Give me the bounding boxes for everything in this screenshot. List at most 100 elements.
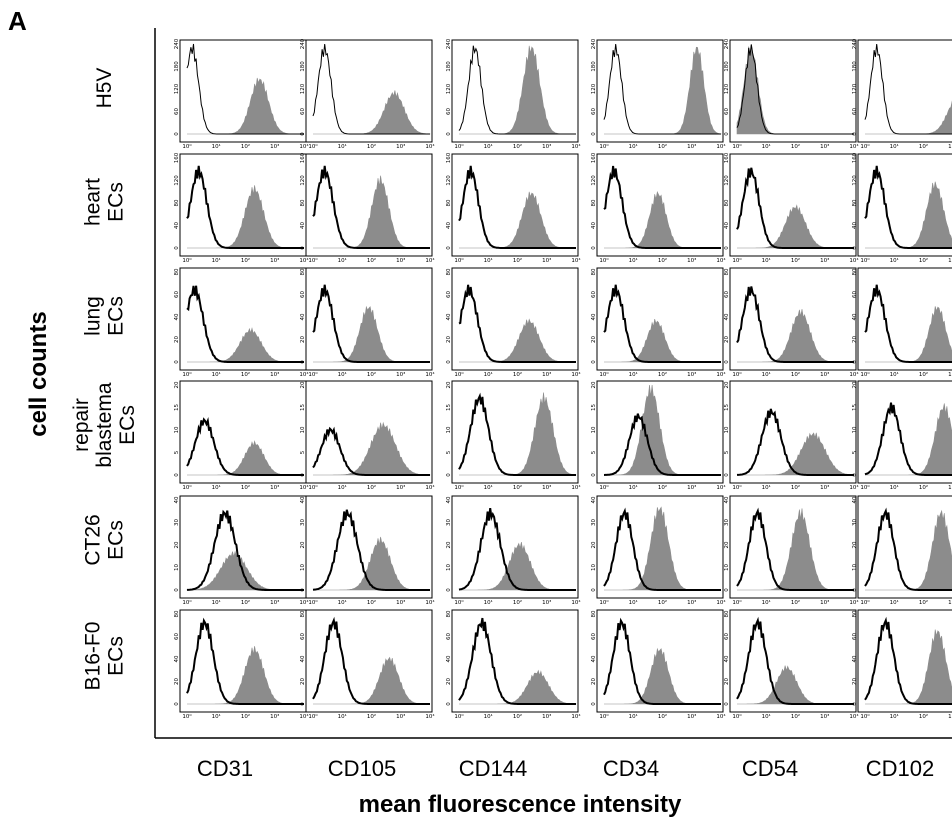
x-tick-label: 10¹	[762, 143, 771, 150]
isotype-histogram	[312, 509, 430, 591]
x-tick-label: 10²	[658, 371, 667, 378]
x-tick-label: 10⁴	[571, 484, 581, 491]
x-tick-label: 10¹	[484, 713, 493, 720]
y-tick-label: 80	[174, 610, 180, 617]
x-tick-label: 10²	[919, 143, 928, 150]
y-tick-label: 80	[852, 268, 858, 275]
y-tick-label: 40	[724, 222, 730, 229]
cell-type-label-line: ECs	[116, 405, 139, 445]
x-tick-label: 10⁰	[308, 599, 318, 606]
marker-labels: CD31 CD105 CD144 CD34 CD54 CD102	[197, 756, 934, 781]
isotype-histogram	[458, 508, 576, 591]
cell-type-label-line: B16-F0	[82, 622, 105, 691]
cell-type-label-line: lung	[82, 296, 105, 336]
cell-type-label-5: B16-F0 ECs	[82, 622, 128, 691]
y-tick-label: 20	[591, 381, 597, 388]
y-tick-label: 0	[591, 702, 597, 706]
x-tick-label: 10⁴	[571, 713, 581, 720]
stain-histogram	[865, 181, 952, 249]
y-tick-label: 40	[174, 313, 180, 320]
x-tick-label: 10³	[820, 599, 829, 606]
stain-histogram	[313, 656, 431, 705]
y-axis-title: cell counts	[25, 311, 52, 436]
histogram-panel-lung-ecs-cd54: 10⁰ 10¹ 10² 10³ 10⁴ 0 20 40 60 80	[724, 267, 859, 378]
isotype-histogram	[458, 165, 576, 249]
x-tick-label: 10³	[948, 484, 952, 491]
y-tick-label: 40	[852, 313, 858, 320]
isotype-histogram	[864, 616, 952, 705]
histogram-panel-repair-blastema-ecs-cd54: 10⁰ 10¹ 10² 10³ 10⁴ 0 5 10 15 20	[724, 380, 859, 491]
y-tick-label: 15	[724, 404, 730, 411]
isotype-histogram	[312, 426, 430, 476]
x-tick-label: 10³	[396, 143, 405, 150]
x-tick-label: 10⁴	[849, 143, 859, 150]
y-tick-label: 0	[591, 360, 597, 364]
y-tick-label: 60	[852, 291, 858, 298]
isotype-histogram	[312, 616, 430, 705]
x-tick-label: 10³	[948, 713, 952, 720]
x-tick-label: 10³	[542, 371, 551, 378]
x-tick-label: 10⁰	[860, 484, 870, 491]
y-tick-label: 20	[446, 541, 452, 548]
cell-type-label-line: ECs	[105, 296, 128, 336]
cell-type-label-line: CT26	[82, 514, 105, 565]
x-tick-label: 10³	[687, 484, 696, 491]
y-tick-label: 160	[446, 152, 452, 163]
x-tick-label: 10²	[658, 713, 667, 720]
cell-type-label-line: repair	[70, 398, 93, 452]
y-tick-label: 180	[300, 61, 306, 72]
x-tick-label: 10⁴	[425, 143, 435, 150]
cell-type-label-line: heart	[82, 178, 105, 226]
y-tick-label: 20	[591, 541, 597, 548]
isotype-histogram	[312, 165, 430, 249]
x-tick-label: 10¹	[338, 713, 347, 720]
y-tick-label: 40	[300, 496, 306, 503]
x-tick-label: 10⁰	[182, 371, 192, 378]
x-tick-label: 10⁰	[599, 257, 609, 264]
cell-type-label-line: H5V	[93, 68, 116, 109]
x-tick-label: 10⁰	[454, 484, 464, 491]
y-tick-label: 30	[724, 519, 730, 526]
stain-histogram	[865, 509, 952, 591]
y-tick-label: 10	[300, 564, 306, 571]
isotype-histogram	[186, 285, 304, 363]
x-tick-label: 10³	[270, 484, 279, 491]
y-tick-label: 40	[300, 313, 306, 320]
x-tick-label: 10³	[820, 143, 829, 150]
y-tick-label: 20	[724, 678, 730, 685]
x-tick-label: 10⁴	[849, 713, 859, 720]
x-tick-label: 10⁰	[182, 713, 192, 720]
y-tick-label: 180	[724, 61, 730, 72]
y-tick-label: 5	[852, 450, 858, 454]
y-tick-label: 10	[852, 426, 858, 433]
x-tick-label: 10⁰	[454, 257, 464, 264]
y-tick-label: 60	[591, 291, 597, 298]
y-tick-label: 5	[300, 450, 306, 454]
histogram-panel-ct26-ecs-cd31: 10⁰ 10¹ 10² 10³ 10⁴ 0 10 20 30 40	[174, 495, 309, 606]
y-tick-label: 40	[174, 655, 180, 662]
x-tick-label: 10⁴	[849, 484, 859, 491]
panel-label: A	[8, 6, 27, 36]
isotype-histogram	[736, 167, 854, 249]
stain-histogram	[865, 629, 952, 705]
x-tick-label: 10³	[820, 371, 829, 378]
x-tick-label: 10⁴	[425, 371, 435, 378]
marker-label-cd105: CD105	[328, 756, 396, 781]
isotype-histogram	[864, 402, 952, 476]
x-tick-label: 10⁴	[425, 484, 435, 491]
x-tick-label: 10¹	[338, 371, 347, 378]
x-tick-label: 10³	[396, 257, 405, 264]
histogram-panel-ct26-ecs-cd34: 10⁰ 10¹ 10² 10³ 10⁴ 0 10 20 30 40	[591, 495, 726, 606]
y-tick-label: 160	[724, 152, 730, 163]
y-tick-label: 5	[446, 450, 452, 454]
y-tick-label: 60	[591, 633, 597, 640]
x-tick-label: 10⁰	[454, 371, 464, 378]
histogram-panel-ct26-ecs-cd54: 10⁰ 10¹ 10² 10³ 10⁴ 0 10 20 30 40	[724, 495, 859, 606]
y-tick-label: 60	[852, 633, 858, 640]
x-tick-label: 10¹	[629, 484, 638, 491]
cell-type-label-0: H5V	[93, 68, 116, 109]
x-tick-label: 10⁴	[716, 371, 726, 378]
y-tick-label: 0	[174, 588, 180, 592]
y-tick-label: 40	[852, 496, 858, 503]
x-tick-label: 10⁰	[599, 371, 609, 378]
